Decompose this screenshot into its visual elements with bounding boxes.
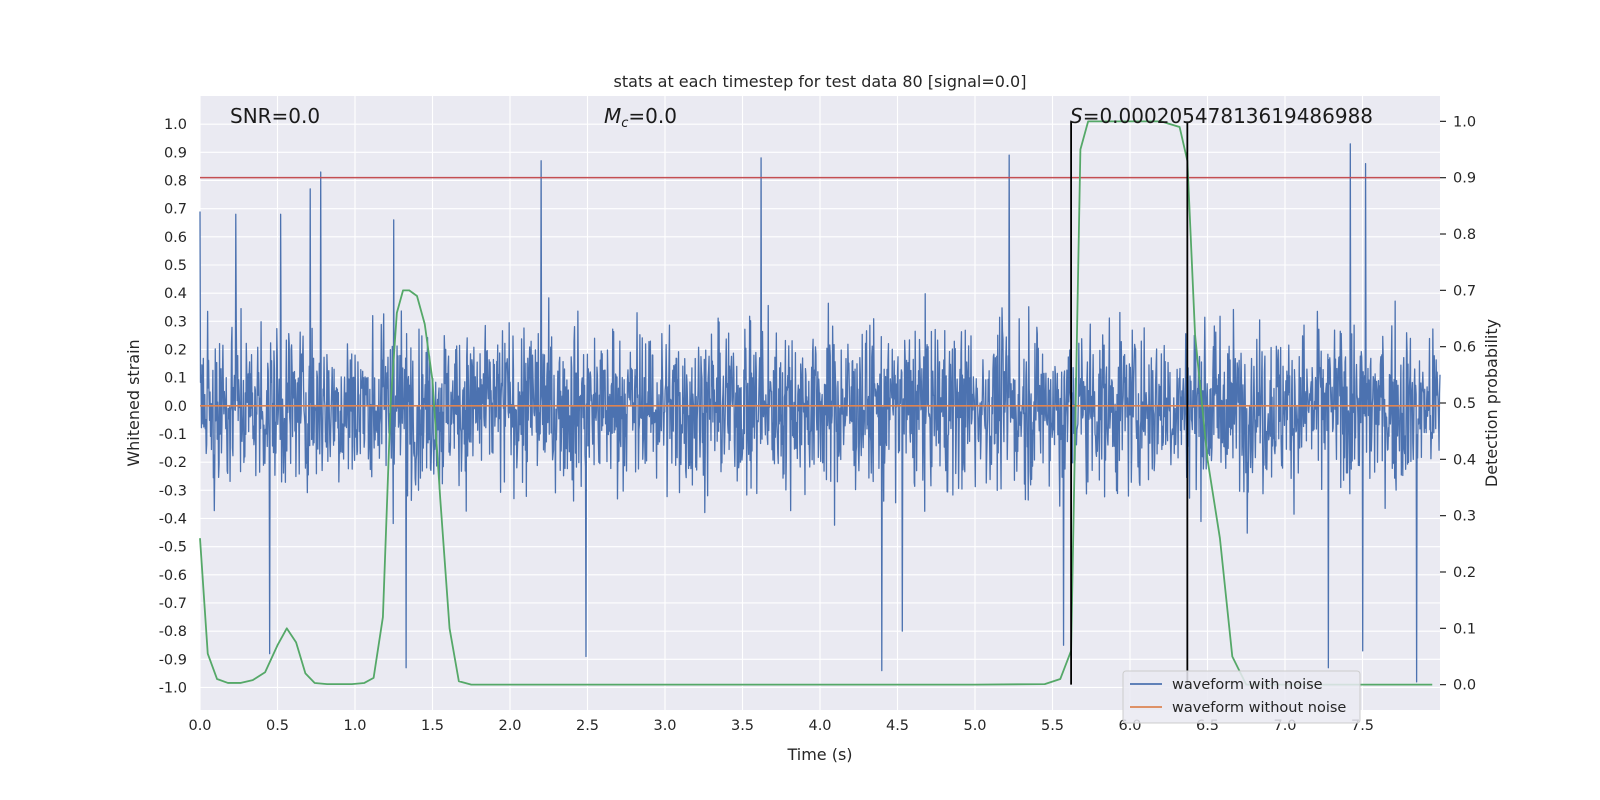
- y-tick-label: -0.1: [159, 427, 187, 443]
- y-tick-label: -0.2: [159, 455, 187, 471]
- y-tick-label: -1.0: [159, 680, 187, 696]
- y-tick-label: 0.4: [164, 286, 187, 302]
- y-axis-label: Whitened strain: [124, 339, 143, 466]
- y-tick-label: -0.4: [159, 511, 187, 527]
- y-tick-label: 0.0: [164, 399, 187, 415]
- y2-axis-label: Detection probability: [1482, 319, 1501, 487]
- snr-annotation: SNR=0.0: [230, 104, 320, 128]
- chart-title: stats at each timestep for test data 80 …: [614, 72, 1027, 91]
- x-tick-label: 0.5: [266, 718, 289, 734]
- y2-tick-label: 0.6: [1453, 340, 1476, 356]
- y-tick-label: 0.7: [164, 202, 187, 218]
- y-tick-label: 0.6: [164, 230, 187, 246]
- probability-line: [199, 120, 1433, 686]
- y-tick-label: 0.9: [164, 145, 187, 161]
- y2-ticks: 1.0 0.9 0.8 0.7 0.6 0.5 0.4 0.3 0.2 0.1 0.0: [1440, 114, 1476, 694]
- x-tick-label: 5.5: [1041, 718, 1064, 734]
- x-tick-label: 4.5: [886, 718, 909, 734]
- x-tick-label: 3.5: [731, 718, 754, 734]
- y-tick-label: 0.1: [164, 371, 187, 387]
- x-tick-label: 5.0: [963, 718, 986, 734]
- y-ticks: 1.0 0.9 0.8 0.7 0.6 0.5 0.4 0.3 0.2 0.1 0.0 -0.1 -0.…: [159, 117, 187, 696]
- y2-tick-label: 0.2: [1453, 565, 1476, 581]
- x-tick-label: 3.0: [653, 718, 676, 734]
- chirp-mass-annotation: Mc=0.0: [604, 104, 677, 131]
- y-tick-label: -0.7: [159, 596, 187, 612]
- legend-label-waveform-with-noise: waveform with noise: [1172, 677, 1323, 693]
- s-value: =0.00020547813619486988: [1083, 104, 1373, 128]
- y-tick-label: 0.2: [164, 342, 187, 358]
- y2-tick-label: 0.1: [1453, 621, 1476, 637]
- legend-box: [1122, 670, 1361, 724]
- y2-tick-label: 0.5: [1453, 396, 1476, 412]
- y-tick-label: 0.5: [164, 258, 187, 274]
- y-tick-label: -0.3: [159, 483, 187, 499]
- series-waveform-with-noise: [199, 143, 1441, 683]
- chirp-mass-value: =0.0: [628, 104, 677, 128]
- noise-line: [199, 143, 1441, 683]
- y-tick-label: -0.6: [159, 568, 187, 584]
- y-tick-label: 1.0: [164, 117, 187, 133]
- y-tick-label: -0.8: [159, 624, 187, 640]
- x-tick-label: 2.5: [576, 718, 599, 734]
- series-detection-probability: [199, 120, 1433, 686]
- legend-label-waveform-without-noise: waveform without noise: [1172, 700, 1346, 716]
- x-tick-label: 4.0: [808, 718, 831, 734]
- y-tick-label: -0.9: [159, 652, 187, 668]
- legend: waveform with noise waveform without noi…: [1122, 670, 1361, 724]
- y2-tick-label: 0.7: [1453, 283, 1476, 299]
- x-axis-label: Time (s): [786, 745, 852, 764]
- x-tick-label: 1.0: [343, 718, 366, 734]
- y2-tick-label: 0.3: [1453, 509, 1476, 525]
- s-annotation: S=0.00020547813619486988: [1070, 104, 1373, 128]
- y-tick-label: -0.5: [159, 540, 187, 556]
- x-tick-label: 1.5: [421, 718, 444, 734]
- x-tick-label: 0.0: [188, 718, 211, 734]
- y2-tick-label: 0.9: [1453, 171, 1476, 187]
- chirp-mass-subscript: c: [621, 116, 628, 131]
- chirp-mass-symbol: M: [604, 104, 621, 128]
- y2-tick-label: 0.4: [1453, 452, 1476, 468]
- x-tick-label: 2.0: [498, 718, 521, 734]
- y-tick-label: 0.8: [164, 173, 187, 189]
- y-tick-label: 0.3: [164, 314, 187, 330]
- y2-tick-label: 0.8: [1453, 227, 1476, 243]
- s-symbol: S: [1070, 104, 1083, 128]
- y2-tick-label: 0.0: [1453, 678, 1476, 694]
- detection-window-lines: [1070, 121, 1189, 685]
- y2-tick-label: 1.0: [1453, 114, 1476, 130]
